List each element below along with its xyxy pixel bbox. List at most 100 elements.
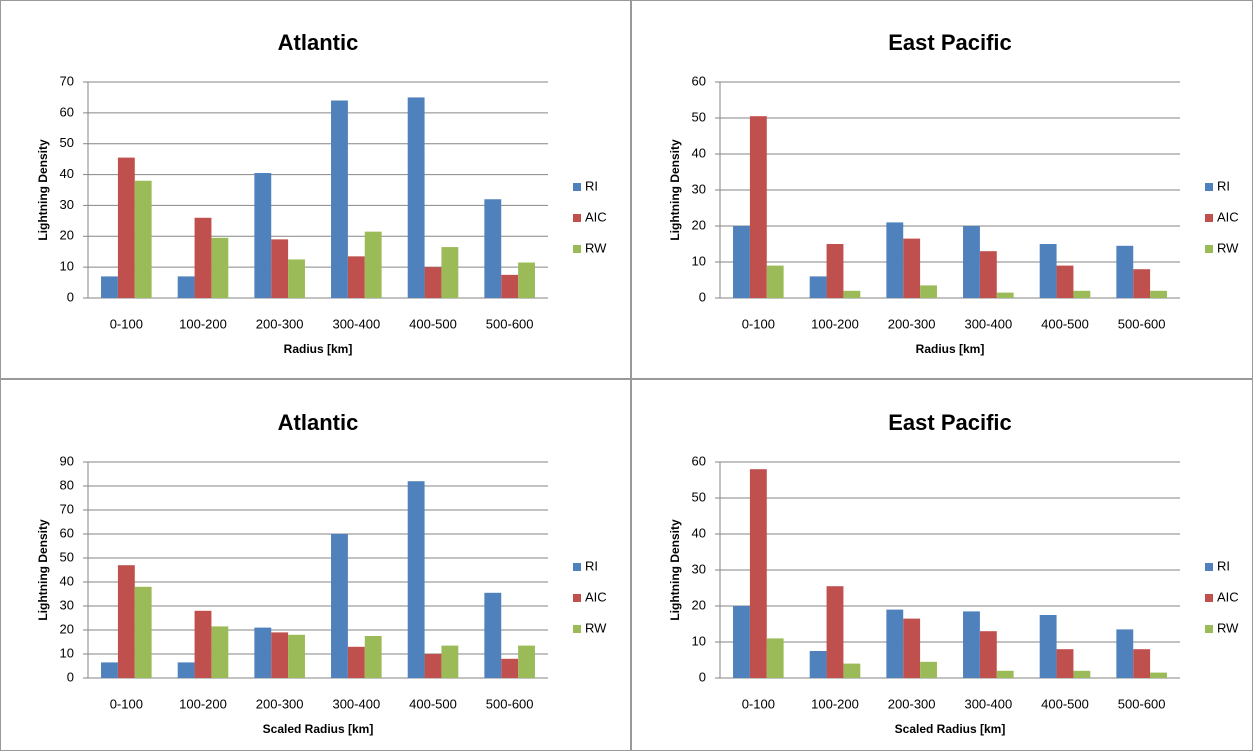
y-tick-label: 10: [692, 633, 706, 648]
bar: [963, 226, 980, 298]
y-tick-label: 60: [692, 73, 706, 88]
bar: [347, 646, 365, 678]
legend-swatch: [573, 594, 581, 602]
bar: [288, 259, 305, 298]
y-tick-label: 0: [699, 669, 706, 684]
legend-label: RW: [585, 240, 607, 255]
x-tick-label: 400-500: [1041, 316, 1089, 331]
y-tick-label: 50: [60, 549, 74, 564]
bar: [996, 670, 1014, 678]
bar: [766, 638, 784, 678]
bar: [134, 180, 152, 298]
legend-swatch: [573, 625, 581, 633]
y-tick-label: 50: [60, 135, 74, 150]
legend-swatch: [573, 563, 581, 571]
bar: [211, 626, 229, 678]
x-tick-label: 200-300: [256, 696, 304, 711]
bar: [194, 217, 212, 298]
bar: [271, 239, 289, 298]
bar: [886, 222, 904, 298]
legend-label: RI: [1217, 558, 1230, 573]
legend-swatch: [1205, 594, 1213, 602]
bar: [1039, 615, 1057, 678]
bar: [501, 658, 519, 678]
bar: [331, 100, 348, 298]
x-tick-label: 300-400: [332, 316, 380, 331]
bar: [101, 662, 118, 678]
x-tick-label: 400-500: [409, 696, 457, 711]
bar: [979, 251, 997, 298]
legend-label: AIC: [1217, 589, 1239, 604]
bar: [518, 262, 535, 298]
legend-swatch: [1205, 214, 1213, 222]
bar: [177, 276, 195, 298]
legend-label: RW: [1217, 620, 1239, 635]
y-tick-label: 30: [692, 181, 706, 196]
x-tick-label: 500-600: [1118, 316, 1166, 331]
y-tick-label: 10: [60, 259, 74, 274]
bar: [117, 157, 135, 298]
y-tick-label: 20: [60, 228, 74, 243]
x-tick-label: 300-400: [964, 316, 1012, 331]
x-tick-label: 100-200: [179, 696, 227, 711]
bar: [1133, 269, 1151, 298]
bar: [501, 274, 519, 298]
chart-title: Atlantic: [278, 30, 359, 55]
legend-swatch: [573, 214, 581, 222]
bar: [117, 565, 135, 678]
chart-title: East Pacific: [888, 30, 1012, 55]
y-tick-label: 30: [60, 597, 74, 612]
bar: [1073, 670, 1091, 678]
x-tick-label: 100-200: [179, 316, 227, 331]
x-tick-label: 400-500: [1041, 696, 1089, 711]
bar: [1133, 649, 1151, 678]
bar: [1073, 290, 1091, 298]
bar: [733, 606, 750, 678]
bar: [1056, 265, 1074, 298]
bar: [288, 634, 305, 678]
bar: [996, 292, 1014, 298]
legend-label: RI: [585, 558, 598, 573]
legend-swatch: [1205, 625, 1213, 633]
chart-title: East Pacific: [888, 410, 1012, 435]
x-tick-label: 0-100: [110, 316, 143, 331]
legend-swatch: [1205, 245, 1213, 253]
y-axis-label: Lightning Density: [36, 139, 50, 241]
x-tick-label: 200-300: [256, 316, 304, 331]
legend-label: RI: [1217, 178, 1230, 193]
bar: [424, 654, 442, 678]
bar: [826, 244, 844, 298]
bar: [886, 609, 904, 678]
bar: [518, 645, 535, 678]
y-tick-label: 80: [60, 477, 74, 492]
y-tick-label: 30: [60, 197, 74, 212]
legend-swatch: [1205, 563, 1213, 571]
bar: [407, 481, 425, 678]
y-tick-label: 50: [692, 489, 706, 504]
bar: [843, 663, 861, 678]
legend-swatch: [1205, 183, 1213, 191]
x-tick-label: 300-400: [332, 696, 380, 711]
y-tick-label: 0: [67, 669, 74, 684]
y-tick-label: 90: [60, 453, 74, 468]
y-tick-label: 50: [692, 109, 706, 124]
bar: [364, 231, 382, 298]
legend-label: RW: [585, 620, 607, 635]
x-axis-label: Radius [km]: [284, 342, 353, 356]
x-tick-label: 300-400: [964, 696, 1012, 711]
bar: [194, 610, 212, 678]
bar: [441, 247, 459, 298]
bar: [1039, 244, 1057, 298]
bar: [101, 276, 118, 298]
y-tick-label: 20: [692, 597, 706, 612]
legend-label: AIC: [585, 589, 607, 604]
legend-label: AIC: [585, 209, 607, 224]
x-tick-label: 200-300: [888, 696, 936, 711]
bar: [331, 534, 348, 678]
y-tick-label: 60: [692, 453, 706, 468]
legend-label: RW: [1217, 240, 1239, 255]
y-tick-label: 40: [60, 166, 74, 181]
y-tick-label: 20: [692, 217, 706, 232]
bar: [347, 256, 365, 298]
